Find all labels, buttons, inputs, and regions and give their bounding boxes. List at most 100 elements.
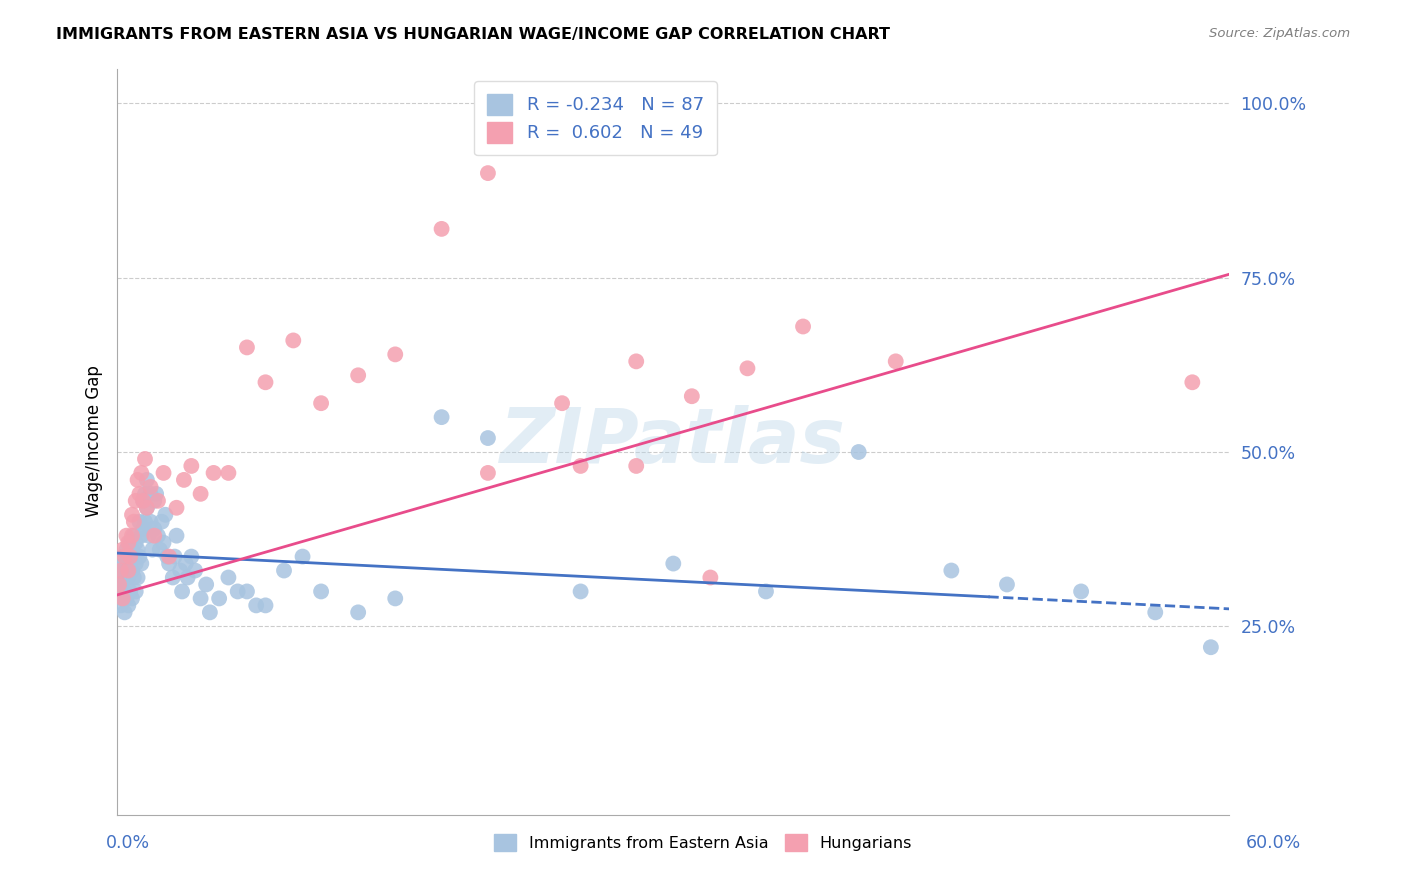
Point xyxy=(115,564,138,578)
Point xyxy=(941,564,963,578)
Point xyxy=(120,584,142,599)
Point xyxy=(121,529,143,543)
Point xyxy=(569,458,592,473)
Point xyxy=(699,570,721,584)
Point xyxy=(129,466,152,480)
Point xyxy=(236,340,259,354)
Point xyxy=(111,591,134,606)
Point xyxy=(149,542,172,557)
Point xyxy=(184,564,207,578)
Point xyxy=(180,458,202,473)
Point xyxy=(111,577,134,591)
Point xyxy=(477,166,499,180)
Point xyxy=(114,584,136,599)
Point xyxy=(143,529,166,543)
Point xyxy=(569,584,592,599)
Point xyxy=(430,222,453,236)
Point xyxy=(111,591,134,606)
Point xyxy=(117,549,139,564)
Point xyxy=(135,500,157,515)
Point xyxy=(108,584,131,599)
Point xyxy=(309,584,332,599)
Point xyxy=(156,549,179,564)
Point xyxy=(626,354,648,368)
Point xyxy=(127,473,149,487)
Point xyxy=(129,557,152,571)
Text: IMMIGRANTS FROM EASTERN ASIA VS HUNGARIAN WAGE/INCOME GAP CORRELATION CHART: IMMIGRANTS FROM EASTERN ASIA VS HUNGARIA… xyxy=(56,27,890,42)
Point xyxy=(291,549,314,564)
Point xyxy=(134,487,156,501)
Point xyxy=(117,570,139,584)
Y-axis label: Wage/Income Gap: Wage/Income Gap xyxy=(86,366,103,517)
Text: 0.0%: 0.0% xyxy=(105,834,149,852)
Text: 60.0%: 60.0% xyxy=(1246,834,1301,852)
Point xyxy=(162,570,184,584)
Point xyxy=(245,599,267,613)
Point xyxy=(477,466,499,480)
Point xyxy=(111,542,134,557)
Point xyxy=(155,508,177,522)
Point xyxy=(217,466,239,480)
Point xyxy=(180,549,202,564)
Point xyxy=(384,347,406,361)
Point xyxy=(150,515,173,529)
Point xyxy=(117,564,139,578)
Point xyxy=(115,529,138,543)
Point xyxy=(1181,376,1204,390)
Point xyxy=(174,557,197,571)
Point xyxy=(146,529,169,543)
Legend: Immigrants from Eastern Asia, Hungarians: Immigrants from Eastern Asia, Hungarians xyxy=(488,828,918,857)
Point xyxy=(143,493,166,508)
Point xyxy=(121,508,143,522)
Point xyxy=(114,557,136,571)
Point xyxy=(120,557,142,571)
Point xyxy=(134,452,156,467)
Point xyxy=(626,458,648,473)
Point xyxy=(115,591,138,606)
Point xyxy=(208,591,231,606)
Point xyxy=(125,557,148,571)
Point xyxy=(114,549,136,564)
Point xyxy=(347,606,370,620)
Point xyxy=(108,564,131,578)
Point xyxy=(138,529,160,543)
Point xyxy=(551,396,574,410)
Point xyxy=(152,466,174,480)
Point xyxy=(1070,584,1092,599)
Point xyxy=(135,500,157,515)
Point xyxy=(166,500,188,515)
Text: Source: ZipAtlas.com: Source: ZipAtlas.com xyxy=(1209,27,1350,40)
Point xyxy=(273,564,295,578)
Text: ZIPatlas: ZIPatlas xyxy=(501,405,846,478)
Point xyxy=(430,410,453,425)
Point xyxy=(132,493,155,508)
Point xyxy=(254,376,277,390)
Point xyxy=(157,549,180,564)
Point xyxy=(114,606,136,620)
Point xyxy=(309,396,332,410)
Point xyxy=(848,445,870,459)
Point xyxy=(141,542,163,557)
Point xyxy=(163,549,186,564)
Point xyxy=(139,480,162,494)
Point xyxy=(110,564,132,578)
Point xyxy=(202,466,225,480)
Point xyxy=(128,515,150,529)
Point xyxy=(108,577,131,591)
Point xyxy=(198,606,221,620)
Point xyxy=(792,319,814,334)
Point xyxy=(127,570,149,584)
Point xyxy=(217,570,239,584)
Point xyxy=(122,529,145,543)
Point xyxy=(681,389,703,403)
Point xyxy=(254,599,277,613)
Point xyxy=(190,487,212,501)
Point xyxy=(121,542,143,557)
Point xyxy=(157,557,180,571)
Point xyxy=(1144,606,1167,620)
Point xyxy=(135,473,157,487)
Point xyxy=(152,535,174,549)
Point xyxy=(125,584,148,599)
Point xyxy=(125,493,148,508)
Point xyxy=(143,522,166,536)
